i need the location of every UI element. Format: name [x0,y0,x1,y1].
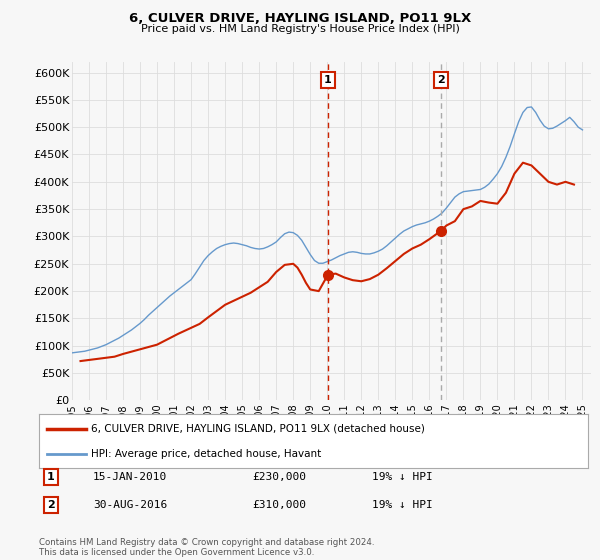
Text: 30-AUG-2016: 30-AUG-2016 [93,500,167,510]
Text: 6, CULVER DRIVE, HAYLING ISLAND, PO11 9LX (detached house): 6, CULVER DRIVE, HAYLING ISLAND, PO11 9L… [91,424,425,434]
Text: £310,000: £310,000 [252,500,306,510]
Text: 1: 1 [47,472,55,482]
Text: 2: 2 [47,500,55,510]
Text: 19% ↓ HPI: 19% ↓ HPI [372,472,433,482]
Text: 15-JAN-2010: 15-JAN-2010 [93,472,167,482]
Text: 2: 2 [437,75,445,85]
Text: 6, CULVER DRIVE, HAYLING ISLAND, PO11 9LX: 6, CULVER DRIVE, HAYLING ISLAND, PO11 9L… [129,12,471,25]
Text: £230,000: £230,000 [252,472,306,482]
Text: Price paid vs. HM Land Registry's House Price Index (HPI): Price paid vs. HM Land Registry's House … [140,24,460,34]
Text: 19% ↓ HPI: 19% ↓ HPI [372,500,433,510]
Text: Contains HM Land Registry data © Crown copyright and database right 2024.
This d: Contains HM Land Registry data © Crown c… [39,538,374,557]
Text: HPI: Average price, detached house, Havant: HPI: Average price, detached house, Hava… [91,449,322,459]
Text: 1: 1 [324,75,332,85]
